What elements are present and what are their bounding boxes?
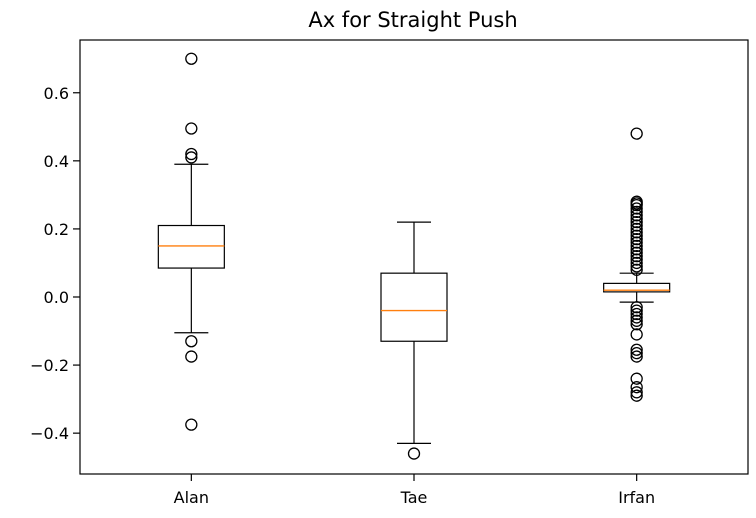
- outlier-point: [630, 343, 643, 356]
- y-tick-label: −0.2: [30, 356, 69, 375]
- chart-title: Ax for Straight Push: [308, 8, 517, 32]
- outlier-point: [185, 418, 198, 431]
- y-tick-label: 0.6: [44, 84, 69, 103]
- boxes-layer: [157, 52, 671, 460]
- outlier-point: [630, 347, 643, 360]
- outlier-point: [630, 219, 643, 232]
- x-axis: Alan Tae Irfan: [174, 474, 655, 507]
- outlier-point: [630, 239, 643, 253]
- outlier-point: [630, 229, 643, 242]
- x-tick-label: Alan: [174, 488, 209, 507]
- outlier-point: [630, 249, 643, 263]
- outlier-point: [630, 212, 643, 225]
- outlier-point: [630, 256, 643, 270]
- outlier-point: [407, 447, 421, 460]
- outlier-point: [630, 314, 643, 327]
- x-tick-label: Irfan: [618, 488, 655, 507]
- outlier-point: [185, 335, 198, 348]
- outlier-point: [630, 389, 643, 402]
- outlier-point: [630, 202, 643, 215]
- outlier-point: [630, 304, 643, 317]
- outlier-point: [630, 307, 643, 321]
- outlier-point: [630, 311, 643, 324]
- outlier-point: [630, 246, 643, 259]
- outlier-point: [630, 386, 643, 399]
- y-tick-label: 0.0: [44, 288, 69, 307]
- outlier-point: [630, 215, 643, 229]
- box-group-irfan: [603, 127, 671, 402]
- iqr-box: [603, 282, 671, 293]
- outlier-point: [630, 350, 643, 363]
- outlier-point: [630, 318, 643, 331]
- outlier-point: [630, 222, 643, 236]
- outlier-point: [185, 52, 198, 65]
- outlier-point: [185, 122, 198, 135]
- y-tick-label: −0.4: [30, 424, 69, 443]
- outlier-point: [630, 253, 643, 266]
- outlier-point: [185, 151, 198, 164]
- iqr-box: [380, 272, 448, 342]
- outlier-point: [630, 236, 643, 249]
- outlier-point: [185, 147, 198, 161]
- outlier-point: [630, 301, 643, 314]
- outlier-point: [630, 263, 643, 276]
- outlier-point: [185, 350, 198, 363]
- box-group-alan: [157, 52, 225, 431]
- outlier-point: [630, 328, 643, 341]
- outlier-point: [630, 243, 643, 256]
- outlier-point: [630, 260, 643, 273]
- y-tick-label: 0.2: [44, 220, 69, 239]
- outlier-point: [630, 198, 643, 212]
- outlier-point: [630, 226, 643, 239]
- y-axis: −0.4 −0.2 0.0 0.2 0.4 0.6: [30, 84, 80, 443]
- outlier-point: [630, 127, 643, 140]
- outlier-point: [630, 232, 643, 246]
- outlier-point: [630, 209, 643, 222]
- iqr-box: [157, 224, 225, 269]
- x-tick-label: Tae: [400, 488, 428, 507]
- outlier-point: [630, 372, 643, 385]
- box-group-tae: [380, 221, 448, 460]
- outlier-point: [630, 381, 643, 394]
- y-tick-label: 0.4: [44, 152, 69, 171]
- outlier-point: [630, 205, 643, 219]
